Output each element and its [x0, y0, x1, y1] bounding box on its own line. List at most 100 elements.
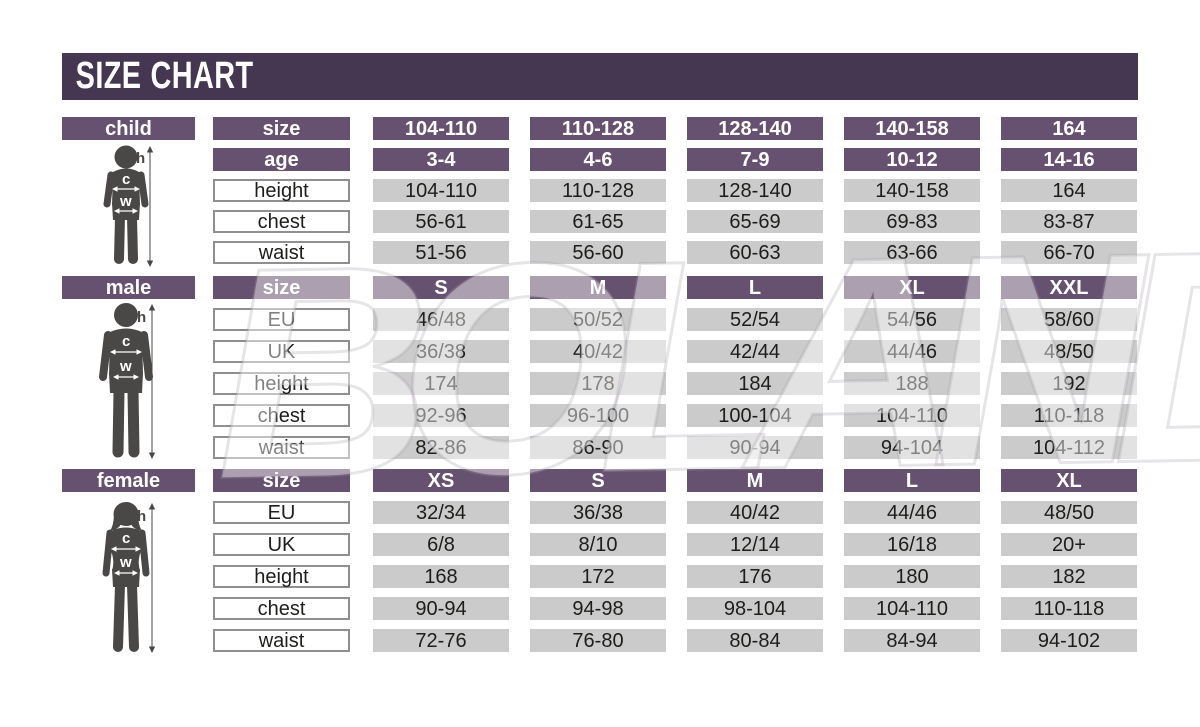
value-cell: 86-90: [530, 436, 666, 459]
chest-letter: c: [122, 333, 130, 350]
waist-measure-arrow: [114, 208, 138, 214]
row-label-cell: EU: [213, 308, 350, 331]
waist-letter: w: [119, 554, 132, 571]
value-cell: 90-94: [687, 436, 823, 459]
value-cell: 92-96: [373, 404, 509, 427]
value-cell: 46/48: [373, 308, 509, 331]
row-label-cell: chest: [213, 404, 350, 427]
column-header-cell: 14-16: [1001, 148, 1137, 171]
row-header-cell: age: [213, 148, 350, 171]
section-label-child: child: [62, 117, 195, 140]
height-measure-arrow: [146, 146, 154, 267]
row-label-cell: waist: [213, 629, 350, 652]
waist-letter: w: [119, 358, 132, 375]
table-row: EU 32/34 36/38 40/42 44/46 48/50: [213, 501, 1137, 524]
value-cell: 42/44: [687, 340, 823, 363]
table-row: height 174 178 184 188 192: [213, 372, 1137, 395]
value-cell: 44/46: [844, 340, 980, 363]
column-header-cell: XL: [844, 276, 980, 299]
row-label-cell: EU: [213, 501, 350, 524]
value-cell: 192: [1001, 372, 1137, 395]
value-cell: 60-63: [687, 241, 823, 264]
value-cell: 184: [687, 372, 823, 395]
column-header-cell: L: [687, 276, 823, 299]
value-cell: 96-100: [530, 404, 666, 427]
table-row: chest 92-96 96-100 100-104 104-110 110-118: [213, 404, 1137, 427]
value-cell: 168: [373, 565, 509, 588]
height-letter: h: [136, 150, 145, 167]
table-row: size 104-110 110-128 128-140 140-158 164: [213, 117, 1137, 140]
row-label-cell: height: [213, 372, 350, 395]
value-cell: 188: [844, 372, 980, 395]
column-header-cell: 4-6: [530, 148, 666, 171]
column-header-cell: XS: [373, 469, 509, 492]
row-label-cell: UK: [213, 533, 350, 556]
value-cell: 110-118: [1001, 404, 1137, 427]
table-row: height 104-110 110-128 128-140 140-158 164: [213, 179, 1137, 202]
column-header-cell: 164: [1001, 117, 1137, 140]
value-cell: 48/50: [1001, 501, 1137, 524]
value-cell: 94-102: [1001, 629, 1137, 652]
section-label-male: male: [62, 276, 195, 299]
column-header-cell: XXL: [1001, 276, 1137, 299]
chest-letter: c: [122, 171, 130, 188]
chest-measure-arrow: [111, 546, 141, 552]
value-cell: 54/56: [844, 308, 980, 331]
column-header-cell: 110-128: [530, 117, 666, 140]
section-female: female h: [62, 469, 1138, 664]
value-cell: 58/60: [1001, 308, 1137, 331]
value-cell: 40/42: [687, 501, 823, 524]
column-header-cell: XL: [1001, 469, 1137, 492]
column-header-cell: 128-140: [687, 117, 823, 140]
value-cell: 140-158: [844, 179, 980, 202]
column-header-cell: S: [530, 469, 666, 492]
waist-measure-arrow: [113, 374, 139, 380]
table-row: chest 90-94 94-98 98-104 104-110 110-118: [213, 597, 1137, 620]
value-cell: 36/38: [530, 501, 666, 524]
value-cell: 94-98: [530, 597, 666, 620]
value-cell: 61-65: [530, 210, 666, 233]
value-cell: 32/34: [373, 501, 509, 524]
height-letter: h: [137, 309, 146, 326]
value-cell: 51-56: [373, 241, 509, 264]
table-row: UK 6/8 8/10 12/14 16/18 20+: [213, 533, 1137, 556]
section-table-male: size S M L XL XXL EU 46/48 50/52 52/54 54/56 58/60 U…: [213, 276, 1137, 468]
chest-measure-arrow: [110, 349, 142, 355]
column-header-cell: S: [373, 276, 509, 299]
table-row: waist 51-56 56-60 60-63 63-66 66-70: [213, 241, 1137, 264]
value-cell: 69-83: [844, 210, 980, 233]
value-cell: 94-104: [844, 436, 980, 459]
title-bar: SIZE CHART: [62, 53, 1138, 100]
value-cell: 65-69: [687, 210, 823, 233]
value-cell: 83-87: [1001, 210, 1137, 233]
column-header-cell: 3-4: [373, 148, 509, 171]
value-cell: 164: [1001, 179, 1137, 202]
value-cell: 56-60: [530, 241, 666, 264]
table-row: age 3-4 4-6 7-9 10-12 14-16: [213, 148, 1137, 171]
section-label-female: female: [62, 469, 195, 492]
column-header-cell: 7-9: [687, 148, 823, 171]
value-cell: 50/52: [530, 308, 666, 331]
row-label-cell: height: [213, 179, 350, 202]
value-cell: 180: [844, 565, 980, 588]
table-row: chest 56-61 61-65 65-69 69-83 83-87: [213, 210, 1137, 233]
value-cell: 72-76: [373, 629, 509, 652]
value-cell: 104-110: [373, 179, 509, 202]
value-cell: 104-110: [844, 404, 980, 427]
column-header-cell: L: [844, 469, 980, 492]
column-header-cell: 10-12: [844, 148, 980, 171]
table-row: waist 72-76 76-80 80-84 84-94 94-102: [213, 629, 1137, 652]
section-male: male h c: [62, 276, 1138, 468]
row-label-cell: chest: [213, 597, 350, 620]
value-cell: 110-128: [530, 179, 666, 202]
value-cell: 90-94: [373, 597, 509, 620]
table-row: UK 36/38 40/42 42/44 44/46 48/50: [213, 340, 1137, 363]
value-cell: 172: [530, 565, 666, 588]
column-header-cell: M: [530, 276, 666, 299]
table-row: waist 82-86 86-90 90-94 94-104 104-112: [213, 436, 1137, 459]
chest-measure-arrow: [112, 186, 140, 192]
column-header-cell: M: [687, 469, 823, 492]
value-cell: 104-110: [844, 597, 980, 620]
row-label-cell: height: [213, 565, 350, 588]
